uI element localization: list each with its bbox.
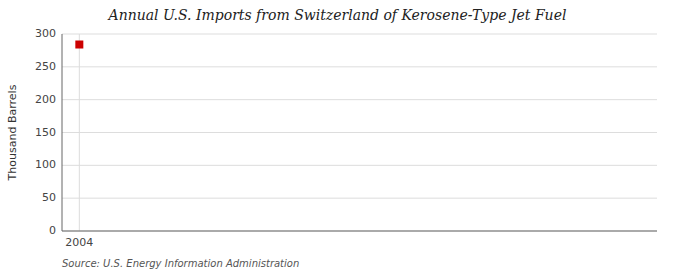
- y-grid-line: [62, 99, 657, 100]
- y-tick-label: 150: [35, 126, 56, 139]
- page: {"chart_data": {"type": "line", "title":…: [0, 0, 675, 275]
- y-grid-line: [62, 231, 657, 232]
- data-group: [75, 41, 83, 49]
- source-note: Source: U.S. Energy Information Administ…: [62, 258, 299, 269]
- data-point: [75, 41, 83, 49]
- y-grid-line: [62, 165, 657, 166]
- chart-svg: 0 50 100 150 200 250 300 2004 Annual U.S. Import…: [0, 0, 675, 275]
- grid: [62, 34, 657, 231]
- y-tick-label: 100: [35, 158, 56, 171]
- x-axis-line: [62, 231, 657, 232]
- chart-container: 0 50 100 150 200 250 300 2004 Annual U.S. Import…: [0, 0, 675, 275]
- y-tick-label: 0: [49, 224, 56, 237]
- y-grid-line: [62, 132, 657, 133]
- y-grid-line: [62, 198, 657, 199]
- y-tick-label: 250: [35, 60, 56, 73]
- chart-title: Annual U.S. Imports from Switzerland of …: [107, 7, 567, 23]
- y-axis-label: Thousand Barrels: [6, 84, 19, 181]
- y-tick-label: 200: [35, 93, 56, 106]
- y-tick-label: 300: [35, 27, 56, 40]
- y-grid-line: [62, 66, 657, 67]
- x-tick-label: 2004: [65, 236, 93, 249]
- x-grid-line: [79, 34, 80, 231]
- y-tick-label: 50: [42, 191, 56, 204]
- y-grid-line: [62, 34, 657, 35]
- y-axis-line: [62, 34, 63, 231]
